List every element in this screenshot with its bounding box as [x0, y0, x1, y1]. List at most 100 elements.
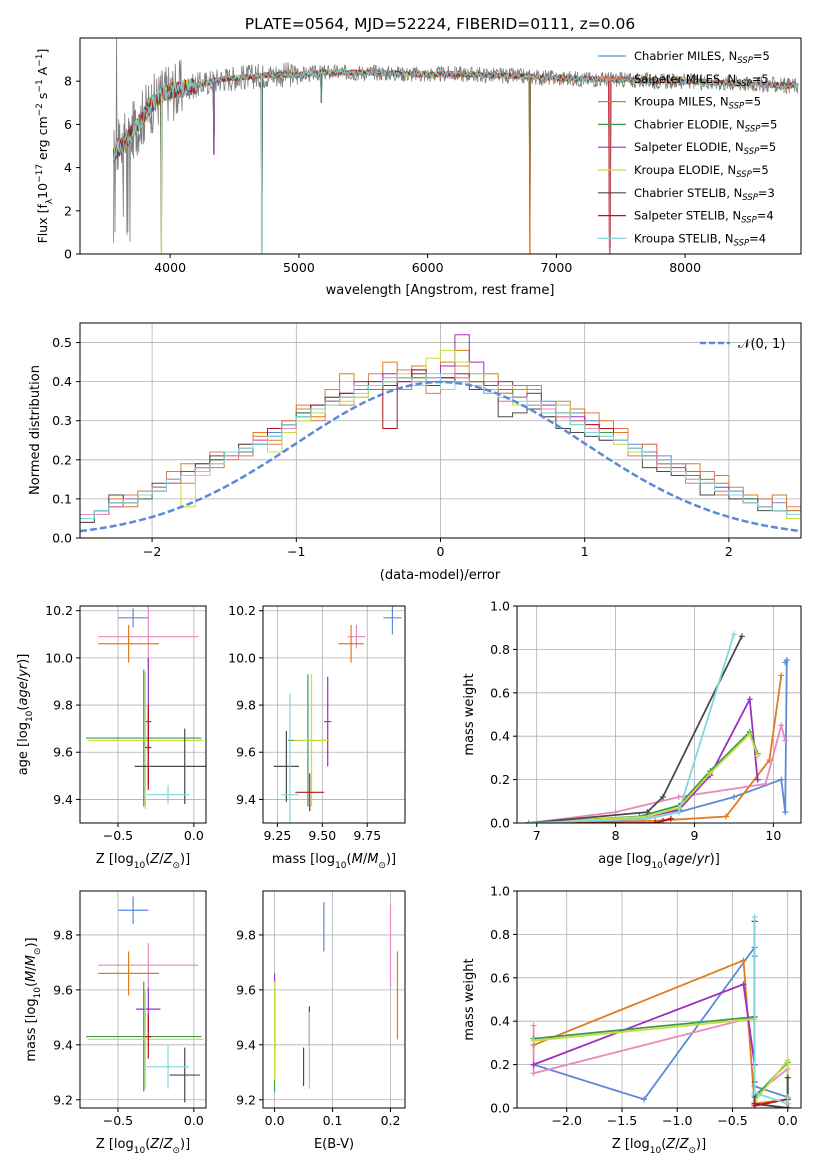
series-marker: [778, 722, 785, 729]
legend-value: =5: [752, 72, 769, 86]
y-tick-label: 0.8: [490, 927, 510, 942]
series-marker: [530, 1022, 537, 1029]
residuals-legend: 𝒩(0, 1): [700, 337, 785, 352]
series-marker: [530, 1070, 537, 1077]
series-lines: [530, 914, 791, 1108]
legend-label: Salpeter ELODIE, NSSP=5: [634, 140, 776, 157]
series-line: [528, 732, 759, 823]
y-tick-label: 0.3: [52, 413, 72, 428]
residuals-ticks: −2 −1 0 1 2 0.0 0.1 0.2 0.3 0.4 0.5: [52, 335, 733, 559]
axes-frame: [516, 605, 802, 824]
errorbar-point: [338, 624, 364, 663]
observed-spectrum: [113, 38, 799, 244]
panel-spectrum: PLATE=0564, MJD=52224, FIBERID=0111, z=0…: [35, 15, 802, 298]
y-tick-label: 9.8: [236, 927, 256, 942]
series-marker: [754, 776, 761, 783]
residuals-ylabel: Normed distribution: [28, 365, 43, 495]
series-marker: [730, 793, 737, 800]
series-marker: [782, 737, 789, 744]
errorbar-point: [295, 773, 325, 812]
plot-area: [86, 896, 203, 1103]
series-marker: [784, 1100, 791, 1107]
x-tick-label: −1.5: [607, 1113, 637, 1128]
series-marker: [746, 696, 753, 703]
errorbar-point: [87, 989, 203, 1089]
errorbar-point: [87, 672, 203, 809]
errorbar-point: [134, 728, 206, 805]
grid: [263, 891, 405, 1108]
legend-subscript: SSP: [736, 170, 752, 180]
spectrum-legend: Chabrier MILES, NSSP=5 Salpeter MILES, NS…: [598, 49, 777, 248]
plot-area: [273, 901, 399, 1092]
panel-mass-vs-ebv: 0.0 0.1 0.2 9.2 9.4 9.6 9.8 E(B-V): [236, 890, 406, 1152]
legend-label: Chabrier MILES, NSSP=5: [634, 49, 770, 66]
y-tick-label: 9.6: [53, 745, 73, 760]
y-tick-label: 9.8: [53, 698, 73, 713]
legend-subscript: SSP: [744, 147, 760, 157]
y-tick-label: 10.2: [45, 603, 73, 618]
plot-area: [273, 606, 402, 823]
x-tick-label: 0.0: [184, 1113, 204, 1128]
y-tick-label: 9.2: [53, 1092, 73, 1107]
errorbar-point: [146, 1044, 190, 1089]
series-marker: [675, 809, 682, 816]
y-tick-label: 10.0: [228, 650, 256, 665]
histogram: [80, 377, 801, 519]
spectrum-lines: [113, 38, 799, 254]
series-marker: [782, 659, 789, 666]
series-marker: [675, 793, 682, 800]
x-axis-label: age [log10(age/yr)]: [598, 852, 720, 871]
errorbar-point: [347, 624, 366, 649]
legend-subscript: SSP: [745, 124, 761, 134]
x-axis-label: mass [log10(M/M⊙)]: [272, 852, 396, 871]
y-tick-label: 0.5: [52, 335, 72, 350]
errorbar-point: [293, 674, 330, 807]
series-line: [528, 721, 787, 823]
y-tick-label: 9.4: [236, 1037, 256, 1052]
legend-label: Kroupa MILES, NSSP=5: [634, 95, 761, 112]
legend-label: Kroupa STELIB, NSSP=4: [634, 231, 766, 248]
series-line: [753, 917, 789, 1105]
series-marker: [667, 815, 674, 822]
x-tick-label: 0.2: [381, 1113, 401, 1128]
series-lines: [525, 631, 790, 823]
errorbar-point: [273, 731, 299, 802]
series-marker: [784, 1094, 791, 1101]
series-marker: [784, 1074, 791, 1081]
x-tick-label: 7000: [540, 260, 572, 275]
errorbar-point: [117, 896, 149, 924]
panel-mass-vs-metallicity: −0.5 0.0 9.2 9.4 9.6 9.8 Z [log10(Z/Z⊙)] mass […: [24, 890, 207, 1156]
series-marker: [738, 633, 745, 640]
x-tick-label: 7: [533, 828, 541, 843]
legend-subscript: SSP: [736, 79, 752, 89]
x-tick-label: 4000: [154, 260, 186, 275]
series-marker: [751, 914, 758, 921]
panel-age-vs-metallicity: −0.5 0.0 9.4 9.6 9.8 10.0 10.2 Z [log10(Z/Z⊙)] a…: [16, 603, 207, 871]
legend-label: Salpeter STELIB, NSSP=4: [634, 209, 774, 226]
x-tick-label: 9: [691, 828, 699, 843]
y-tick-label: 9.6: [53, 982, 73, 997]
series-marker: [530, 1037, 537, 1044]
errorbar-point: [145, 705, 152, 790]
y-tick-label: 2: [64, 203, 72, 218]
x-axis-label: Z [log10(Z/Z⊙)]: [612, 1137, 706, 1156]
panel-massweight-vs-age: 7 8 9 10 0.0 0.2 0.4 0.6 0.8 1.0 age [log10(age/yr…: [462, 599, 802, 871]
x-tick-label: −1: [287, 544, 305, 559]
series-marker: [766, 757, 773, 764]
spectrum-title: PLATE=0564, MJD=52224, FIBERID=0111, z=0…: [245, 15, 635, 33]
legend-label: Kroupa ELODIE, NSSP=5: [634, 163, 769, 180]
histogram: [80, 334, 801, 519]
legend-value: =4: [757, 209, 774, 223]
y-tick-label: 0.2: [490, 772, 510, 787]
errorbar-point: [383, 606, 402, 635]
panel-massweight-vs-metallicity: −2.0 −1.5 −1.0 −0.5 0.0 0.0 0.2 0.4 0.6 0.8 1.0 Z […: [462, 884, 802, 1156]
y-tick-label: 4: [64, 160, 72, 175]
spectrum-ylabel: Flux [fλ10−17 erg cm−2 s−1 A−1]: [35, 49, 55, 244]
normal-legend-label: 𝒩(0, 1): [738, 337, 785, 352]
errorbar-point: [98, 606, 199, 668]
grid: [80, 891, 206, 1108]
x-tick-label: 0.0: [184, 828, 204, 843]
y-tick-label: 9.4: [53, 792, 73, 807]
series-marker: [740, 981, 747, 988]
